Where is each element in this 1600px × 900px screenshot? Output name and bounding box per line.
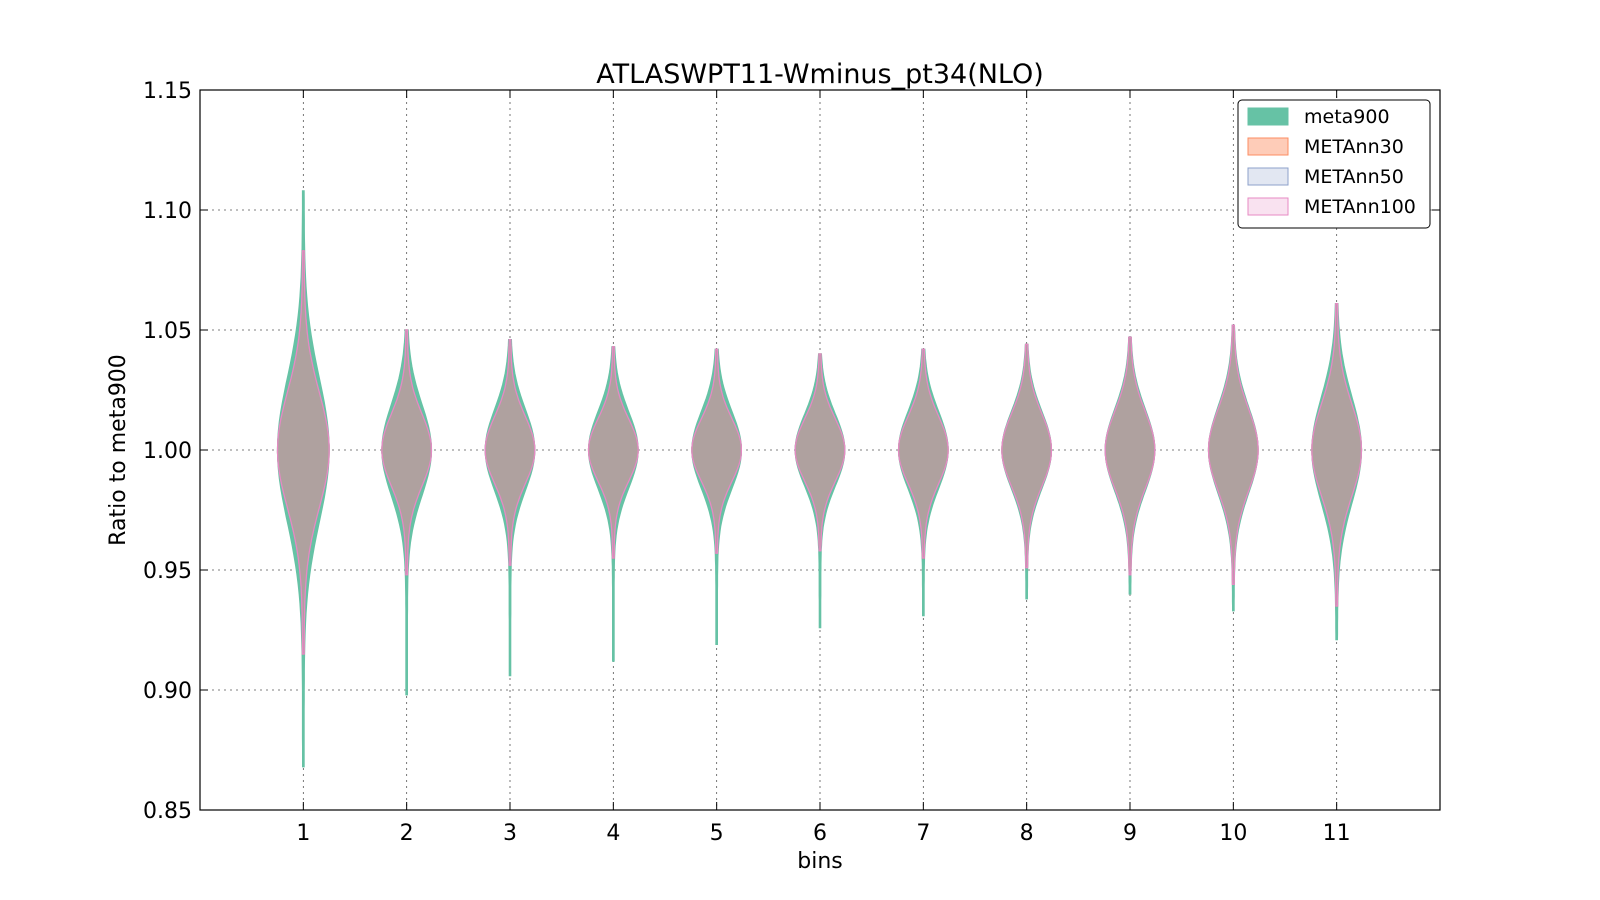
legend-items: meta900 METAnn30 METAnn50 METAnn100 [1247,106,1416,218]
violin-metann100-bin-2 [381,329,432,576]
y-tick-label: 1.10 [143,199,192,224]
y-tick-label: 0.85 [143,799,192,824]
x-tick-label: 6 [813,821,827,846]
violin-metann100-bin-8 [1001,343,1053,569]
x-tick-label: 7 [916,821,930,846]
violin-metann100-bin-9 [1104,336,1156,576]
y-tick-label: 1.00 [143,439,192,464]
x-tick-label: 5 [710,821,724,846]
y-axis-label: Ratio to meta900 [106,354,131,546]
legend-label-metann50: METAnn50 [1304,166,1404,188]
x-tick-label: 1 [296,821,310,846]
x-tick-label: 8 [1020,821,1034,846]
violin-metann100-bin-3 [484,339,536,566]
violin-metann100-bin-7 [897,348,949,559]
violin-meta900-bin-1 [276,190,330,768]
x-tick-label: 2 [400,821,414,846]
x-tick-label: 9 [1123,821,1137,846]
x-axis-label: bins [797,849,842,874]
legend-label-metann30: METAnn30 [1304,136,1404,158]
violin-series-metann100 [276,250,1363,655]
violin-metann100-bin-1 [276,250,330,655]
violin-metann100-bin-6 [794,353,846,552]
y-tick-label: 1.15 [143,79,192,104]
x-tick-label: 3 [503,821,517,846]
y-tick-label: 0.90 [143,679,192,704]
legend: meta900 METAnn30 METAnn50 METAnn100 [1237,99,1431,229]
violin-series-meta900 [276,190,1363,768]
legend-swatch-metann30 [1247,137,1289,156]
y-tick-label: 0.95 [143,559,192,584]
x-tick-label: 11 [1323,821,1351,846]
legend-swatch-meta900 [1247,107,1289,126]
violins [276,190,1363,768]
x-tick-label: 10 [1219,821,1247,846]
violin-metann100-bin-4 [587,346,639,559]
violin-metann100-bin-10 [1207,324,1259,586]
y-tick-label: 1.05 [143,319,192,344]
legend-label-meta900: meta900 [1304,106,1390,128]
legend-frame [1237,99,1431,229]
chart-title: ATLASWPT11-Wminus_pt34(NLO) [596,59,1044,90]
axis-ticks: 1 2 3 4 5 6 7 8 9 10 11 0.85 0.90 0.95 1.00 1.05 1.10 1.1… [143,79,1440,846]
legend-label-metann100: METAnn100 [1304,196,1416,218]
x-tick-label: 4 [606,821,620,846]
legend-swatch-metann100 [1247,197,1289,216]
violin-metann100-bin-11 [1311,303,1363,607]
legend-swatch-metann50 [1247,167,1289,186]
violin-metann100-bin-5 [691,348,743,554]
